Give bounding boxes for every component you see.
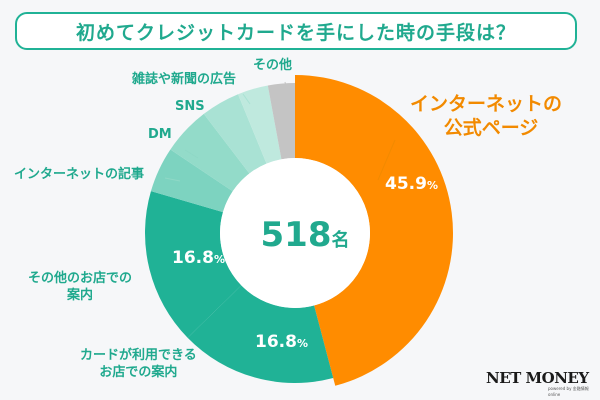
- leader-line: [184, 149, 199, 159]
- leader-line: [377, 139, 396, 181]
- logo-tagline: powered by 金融情報 online: [548, 386, 589, 397]
- value-label-store-card: 16.8%: [255, 332, 308, 352]
- value-suffix: %: [213, 253, 225, 266]
- slice-label-text: インターネットの記事: [14, 167, 145, 182]
- donut-slice: [238, 85, 282, 164]
- slice-label-sns: SNS: [175, 98, 205, 115]
- slice-label-line: その他のお店での: [28, 271, 133, 286]
- slice-label-official-web: インターネットの 公式ページ: [410, 92, 562, 140]
- value-number: 16.8: [172, 248, 214, 268]
- slice-label-text: その他: [253, 58, 293, 73]
- donut-slice: [145, 191, 242, 338]
- slice-label-line: インターネットの: [410, 93, 563, 115]
- slice-label-store-card: カードが利用できる お店での案内: [80, 347, 197, 381]
- donut-slice: [267, 83, 295, 160]
- leader-line: [207, 117, 223, 128]
- slice-label-text: DM: [148, 127, 172, 142]
- total-unit: 名: [331, 230, 350, 251]
- slice-label-web-article: インターネットの記事: [14, 166, 144, 183]
- slice-label-other-store: その他のお店での 案内: [28, 270, 132, 304]
- leader-line: [209, 277, 231, 284]
- leader-line: [164, 177, 181, 182]
- value-label-official-web: 45.9%: [385, 174, 438, 194]
- leader-line: [242, 93, 251, 105]
- value-number: 16.8: [255, 332, 297, 352]
- value-suffix: %: [426, 179, 438, 192]
- donut-hole: [220, 158, 370, 308]
- slice-label-text: SNS: [175, 99, 205, 114]
- donut-slice: [170, 113, 250, 192]
- leader-line: [214, 339, 233, 351]
- slice-label-line: カードが利用できる: [80, 348, 197, 363]
- slice-label-line: お店での案内: [99, 365, 178, 380]
- slice-label-line: 公式ページ: [443, 117, 539, 139]
- donut-slice: [150, 149, 233, 213]
- slice-label-text: 雑誌や新聞の広告: [132, 72, 237, 87]
- net-money-logo: NET MONEY: [486, 369, 589, 387]
- donut-slice: [187, 285, 334, 383]
- value-suffix: %: [296, 337, 308, 350]
- donut-slice: [203, 94, 267, 174]
- slice-label-line: 案内: [67, 288, 94, 303]
- slice-label-magazine-ad: 雑誌や新聞の広告: [132, 71, 236, 88]
- value-number: 45.9: [385, 174, 427, 194]
- slice-label-dm: DM: [148, 126, 172, 143]
- chart-title: 初めてクレジットカードを手にした時の手段は？: [75, 21, 516, 44]
- leader-line: [284, 81, 289, 96]
- total-respondents: 518名: [250, 215, 360, 261]
- slice-label-other: その他: [253, 57, 292, 74]
- donut-slice: [295, 75, 453, 386]
- value-label-other-store: 16.8%: [172, 248, 225, 268]
- chart-title-box: 初めてクレジットカードを手にした時の手段は？: [15, 12, 577, 50]
- total-value: 518: [260, 215, 332, 255]
